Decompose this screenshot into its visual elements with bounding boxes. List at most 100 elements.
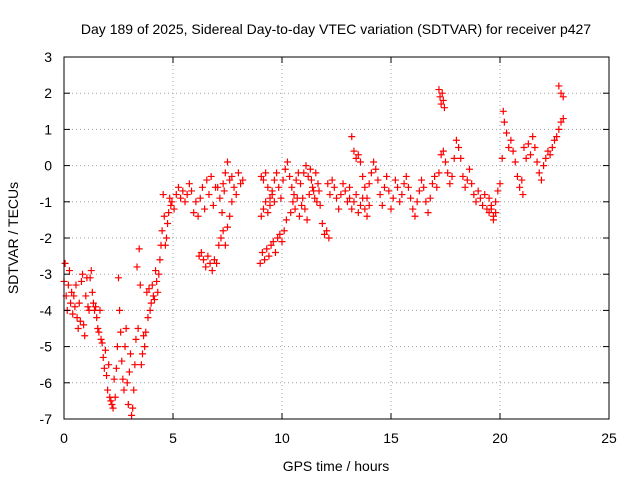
data-point (196, 194, 204, 202)
x-tick-label: 5 (169, 430, 177, 446)
data-point (221, 241, 229, 249)
data-point (470, 191, 478, 199)
data-point (100, 364, 108, 372)
data-point (174, 183, 182, 191)
data-point (94, 325, 102, 332)
data-point (507, 136, 515, 144)
data-point (311, 194, 319, 202)
data-point (146, 306, 154, 314)
data-point (109, 404, 117, 412)
chart-title: Day 189 of 2025, Sidereal Day-to-day VTE… (81, 21, 591, 37)
data-point (446, 180, 454, 188)
data-point (239, 176, 247, 184)
data-point (262, 169, 270, 177)
data-point (221, 169, 229, 177)
data-point (147, 299, 155, 307)
data-point (555, 82, 563, 90)
data-point (498, 154, 506, 162)
data-point (177, 194, 185, 202)
data-point (435, 86, 443, 94)
data-point (129, 404, 137, 412)
data-point (374, 176, 382, 184)
data-point (316, 201, 324, 209)
data-point (546, 151, 554, 159)
data-point (559, 115, 567, 123)
data-point (370, 158, 378, 166)
tick-labels: 0 5 10 15 20 25 -7 -6 -5 -4 -3 -2 -1 0 1 2 3 (40, 49, 617, 446)
data-point (448, 172, 456, 180)
data-point (158, 227, 166, 235)
data-point (258, 248, 266, 256)
data-point (302, 162, 310, 170)
data-point (138, 350, 146, 358)
data-point (435, 169, 443, 177)
data-point (159, 191, 167, 199)
data-point (354, 209, 362, 217)
data-point (437, 151, 445, 159)
data-point (224, 158, 231, 166)
data-point (305, 191, 313, 199)
data-point (444, 169, 452, 177)
data-point (529, 133, 537, 141)
data-point (346, 194, 354, 202)
data-point (424, 209, 432, 217)
data-point (283, 158, 291, 166)
data-point (143, 288, 151, 296)
data-point (266, 194, 274, 202)
data-point (439, 96, 447, 104)
data-point (394, 183, 402, 191)
data-point (126, 350, 134, 358)
data-point (96, 306, 104, 314)
data-point (113, 343, 121, 351)
data-point (511, 158, 519, 166)
data-point (266, 201, 274, 209)
data-point (280, 227, 288, 235)
data-point (259, 176, 267, 184)
y-axis-label: SDTVAR / TECUs (5, 182, 21, 294)
data-point (499, 107, 507, 115)
data-point (214, 183, 222, 191)
data-point (339, 180, 347, 188)
x-tick-label: 20 (492, 430, 508, 446)
data-point (341, 187, 349, 195)
data-point (455, 144, 463, 151)
data-point (257, 212, 265, 220)
data-point (324, 180, 332, 188)
data-point (84, 303, 92, 311)
data-point (277, 194, 285, 202)
data-point (487, 205, 495, 213)
data-point (542, 154, 550, 162)
y-tick-label: -6 (40, 375, 53, 391)
data-point (125, 368, 133, 376)
x-tick-label: 0 (60, 430, 68, 446)
data-point (459, 172, 467, 180)
data-point (516, 183, 524, 191)
data-point (440, 104, 448, 112)
data-point (188, 187, 196, 195)
data-point (73, 314, 81, 322)
data-point (190, 209, 198, 217)
y-tick-label: 2 (44, 85, 52, 101)
data-point (123, 379, 131, 387)
data-point (559, 93, 567, 101)
data-point (216, 194, 224, 202)
data-point (391, 176, 399, 184)
data-point (72, 281, 80, 289)
data-point (194, 212, 202, 220)
data-point (232, 191, 240, 199)
data-point (226, 212, 234, 220)
data-point (274, 234, 282, 242)
data-point (207, 172, 215, 180)
data-point (198, 183, 206, 191)
data-point (291, 205, 299, 213)
data-point (115, 274, 122, 282)
data-point (313, 198, 321, 206)
data-point (323, 227, 331, 235)
data-point (75, 299, 83, 307)
data-point (450, 154, 458, 162)
data-point (148, 281, 156, 289)
data-point (99, 353, 107, 361)
data-point (270, 176, 278, 184)
data-point (321, 230, 329, 238)
data-point (276, 230, 284, 238)
